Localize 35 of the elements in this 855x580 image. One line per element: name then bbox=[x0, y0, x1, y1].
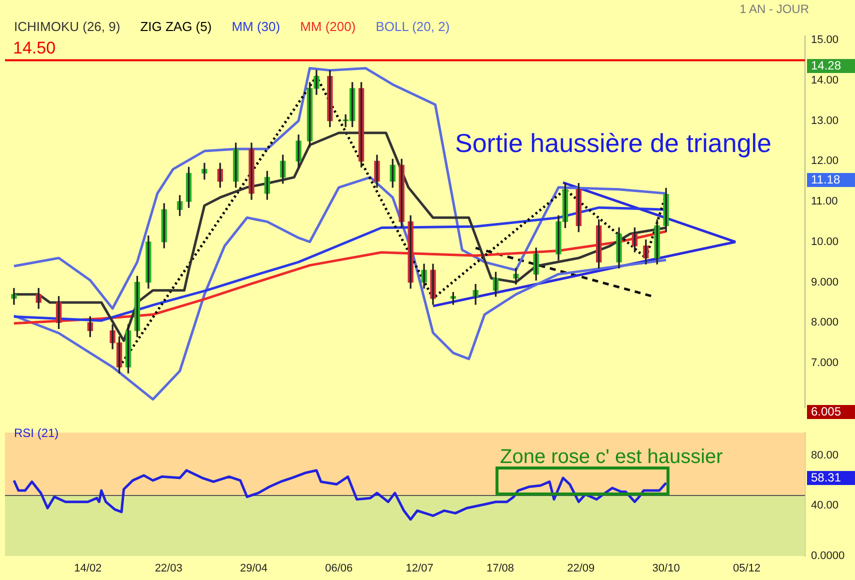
text: MM (200) bbox=[300, 19, 356, 34]
y-tick-label: 12.00 bbox=[811, 155, 839, 168]
annotation: Zone rose c' est haussier bbox=[500, 446, 724, 468]
y-tick-label: 10.00 bbox=[811, 236, 839, 248]
y-tick-label: 8.000 bbox=[811, 316, 839, 329]
text: ZIG ZAG (5) bbox=[140, 19, 212, 34]
text: MM (30) bbox=[232, 19, 280, 34]
chart-subtitle: 1 AN - JOUR bbox=[740, 2, 809, 16]
text: 6.005 bbox=[811, 404, 842, 418]
text: 11.18 bbox=[811, 172, 840, 186]
y-tick-label: 0.0000 bbox=[811, 550, 845, 562]
y-tick-label: 40.00 bbox=[811, 500, 839, 512]
x-tick-label: 22/09 bbox=[567, 562, 595, 575]
y-tick-label: 13.00 bbox=[811, 114, 839, 127]
y-tick-label: 7.000 bbox=[811, 357, 839, 370]
ref-line-label: 14.50 bbox=[13, 38, 56, 58]
y-tick-label: 11.00 bbox=[811, 196, 838, 208]
x-tick-label: 14/02 bbox=[74, 562, 102, 575]
y-tick-label: 14.00 bbox=[811, 74, 839, 86]
x-tick-label: 06/06 bbox=[325, 562, 353, 575]
y-tick-label: 9.000 bbox=[811, 276, 839, 288]
x-tick-label: 22/03 bbox=[154, 562, 182, 575]
x-tick-label: 30/10 bbox=[652, 562, 680, 575]
y-tick-label: 80.00 bbox=[811, 449, 839, 462]
x-tick-label: 17/08 bbox=[486, 562, 514, 575]
text: BOLL (20, 2) bbox=[376, 19, 450, 34]
text: RSI (21) bbox=[14, 426, 59, 440]
annotation: Sortie haussière de triangle bbox=[455, 128, 772, 158]
text: ICHIMOKU (26, 9) bbox=[14, 19, 120, 34]
x-tick-label: 29/04 bbox=[240, 562, 268, 575]
y-tick-label: 15.00 bbox=[811, 34, 839, 46]
text: 14.28 bbox=[811, 58, 842, 72]
x-tick-label: 05/12 bbox=[732, 562, 760, 575]
text: 58.31 bbox=[811, 470, 842, 484]
x-tick-label: 12/07 bbox=[406, 562, 434, 575]
